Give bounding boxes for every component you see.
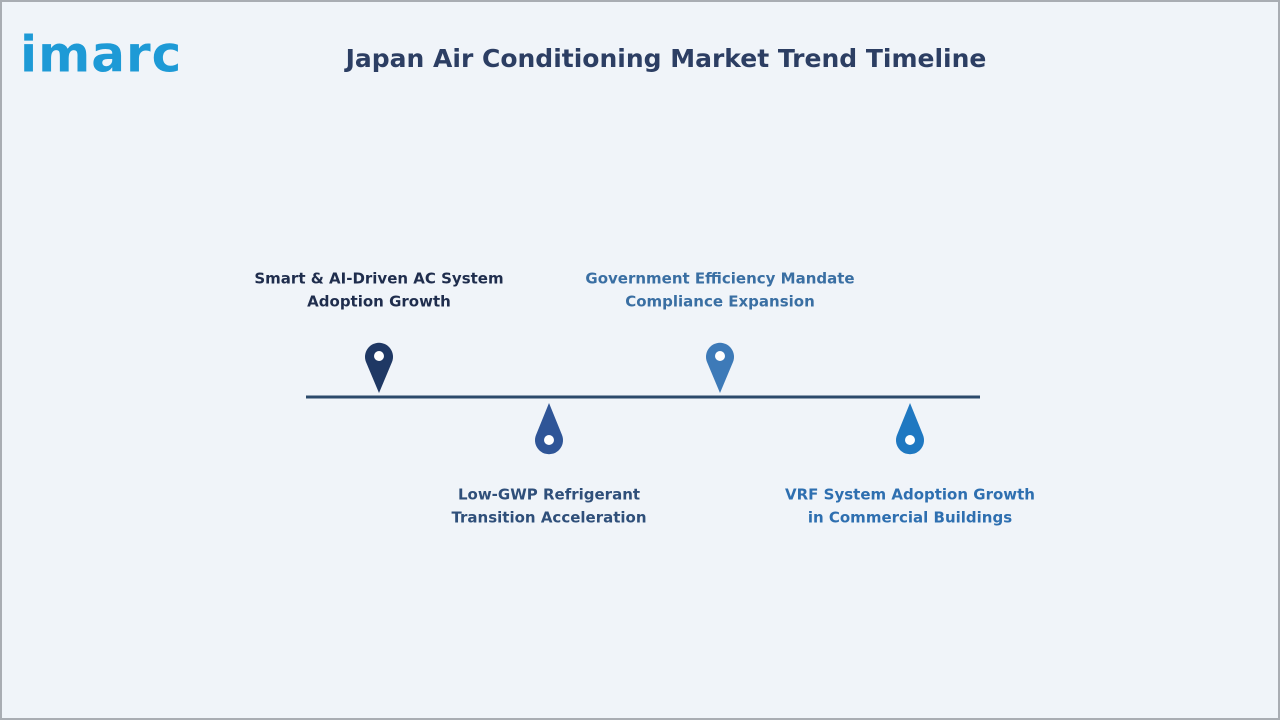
milestone-label: Government Efficiency Mandate: [585, 270, 854, 288]
drop-dot: [544, 435, 554, 445]
milestone-label: Transition Acceleration: [451, 509, 646, 527]
logo: imarc: [20, 26, 182, 84]
drop-marker: [535, 403, 563, 455]
pin-dot: [374, 351, 384, 361]
pin-dot: [715, 351, 725, 361]
milestone-label: Compliance Expansion: [625, 293, 815, 311]
title: Japan Air Conditioning Market Trend Time…: [344, 44, 987, 73]
drop-dot: [905, 435, 915, 445]
drop-marker: [895, 403, 924, 455]
milestone-label: Adoption Growth: [307, 293, 451, 311]
milestone-label: Smart & AI-Driven AC System: [254, 270, 503, 288]
milestone-label: in Commercial Buildings: [808, 509, 1012, 527]
milestone-label: VRF System Adoption Growth: [785, 486, 1035, 504]
pin-marker: [706, 342, 734, 393]
milestone-label: Low-GWP Refrigerant: [458, 486, 640, 504]
pin-marker: [365, 342, 394, 393]
